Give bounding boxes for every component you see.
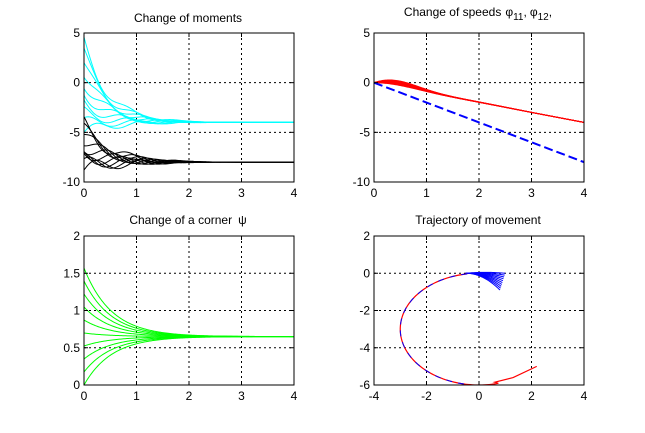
plot-area <box>373 32 585 183</box>
phi-symbol: φ <box>505 5 513 19</box>
subplot-change-of-speeds: Change of speeds φ11, φ12, 0 1 2 3 4-10-505 <box>353 5 588 200</box>
x-tick-label: 0 <box>81 186 88 200</box>
x-tick-label: 4 <box>291 389 298 403</box>
y-tick-label: -4 <box>359 341 370 355</box>
x-tick-label: 4 <box>291 186 298 200</box>
y-tick-label: 2 <box>363 229 370 243</box>
chart-title: Change of moments <box>134 11 242 25</box>
y-tick-label: 0.5 <box>63 341 80 355</box>
chart-title: Change of speeds φ11, φ12, <box>404 5 552 23</box>
y-tick-label: -10 <box>63 175 81 189</box>
x-tick-label: 1 <box>133 389 140 403</box>
subplot-change-of-a-corner: Change of a corner ψ 0 1 2 3 4 0 0.5 1 1.5 2 <box>63 213 297 403</box>
chart-title: Change of a corner ψ <box>129 213 246 227</box>
psi-symbol: ψ <box>238 213 247 227</box>
series-line <box>374 81 584 164</box>
x-tick-label: 0 <box>476 389 483 403</box>
y-tick-label: -5 <box>69 125 80 139</box>
series-line <box>465 272 501 291</box>
subscript: 11 <box>513 12 524 23</box>
y-tick-label: 0 <box>363 76 370 90</box>
series-line <box>84 37 294 123</box>
series-line <box>84 267 294 338</box>
x-tick-label: 4 <box>581 389 588 403</box>
separator: , <box>523 5 526 19</box>
data-series-group <box>374 79 584 164</box>
y-tick-label: -6 <box>359 378 370 392</box>
x-tick-label: 2 <box>186 186 193 200</box>
x-tick-label: 2 <box>186 389 193 403</box>
y-tick-label: -2 <box>359 304 370 318</box>
subplot-trajectory-of-movement: Trajectory of movement -4 -2 0 2 4-6-4-202 <box>359 213 587 403</box>
y-tick-label: 1 <box>73 304 80 318</box>
y-tick-label: 0 <box>73 76 80 90</box>
series-line <box>374 79 584 123</box>
y-tick-label: 5 <box>73 26 80 40</box>
data-series-group <box>84 267 294 385</box>
x-tick-label: 2 <box>476 186 483 200</box>
subscript: 12 <box>538 12 550 23</box>
data-series-group <box>84 37 294 171</box>
x-tick-label: -4 <box>369 389 380 403</box>
series-line <box>84 116 294 163</box>
y-tick-label: -10 <box>353 175 371 189</box>
axes-border <box>83 32 295 183</box>
x-tick-label: 1 <box>133 186 140 200</box>
x-tick-label: -2 <box>421 389 432 403</box>
x-tick-label: 1 <box>423 186 430 200</box>
x-tick-label: 0 <box>371 186 378 200</box>
chart-title-text: Change of a corner <box>129 213 232 227</box>
x-tick-label: 4 <box>581 186 588 200</box>
axes-border <box>373 32 585 183</box>
y-tick-label: 5 <box>363 26 370 40</box>
x-tick-label: 3 <box>528 186 535 200</box>
y-tick-label: 0 <box>363 266 370 280</box>
y-tick-label: 2 <box>73 229 80 243</box>
separator: , <box>549 5 552 19</box>
chart-title-text: Change of speeds <box>404 5 501 19</box>
x-tick-label: 3 <box>238 186 245 200</box>
subplot-change-of-moments: Change of moments 0 1 2 3 4 -10 -5 0 5 <box>63 11 298 200</box>
y-tick-label: 0 <box>73 378 80 392</box>
axes-border <box>373 235 585 386</box>
axes-border <box>83 235 295 386</box>
phi-symbol: φ <box>530 5 538 19</box>
y-tick-label: -5 <box>359 125 370 139</box>
x-tick-label: 2 <box>528 389 535 403</box>
x-tick-label: 0 <box>81 389 88 403</box>
y-tick-label: 1.5 <box>63 266 80 280</box>
x-tick-label: 3 <box>238 389 245 403</box>
data-series-group <box>399 271 538 385</box>
chart-title: Trajectory of movement <box>415 213 541 227</box>
